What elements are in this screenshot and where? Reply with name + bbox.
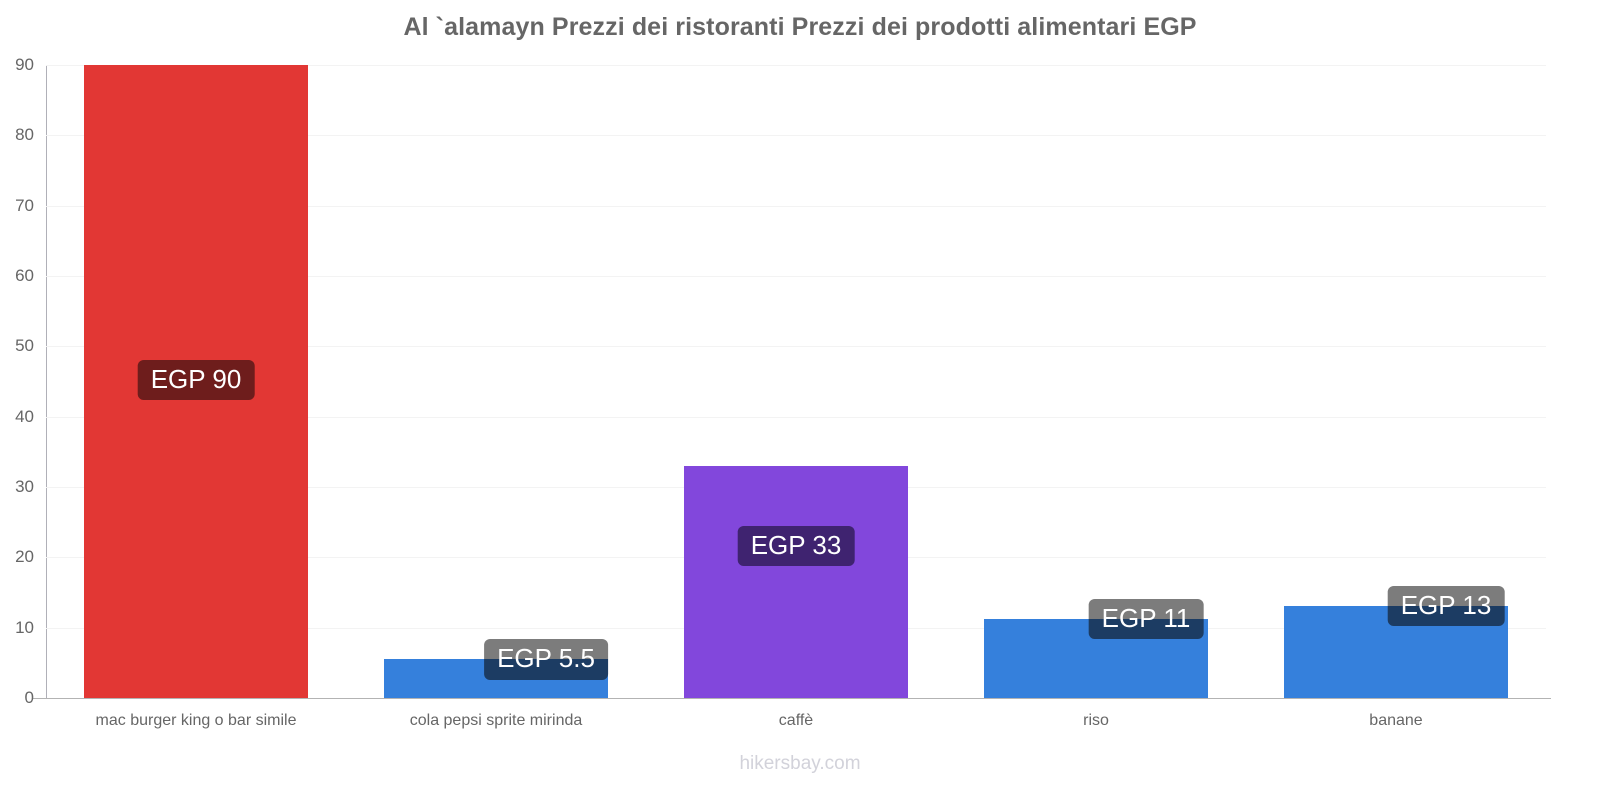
plot-area: EGP 90 EGP 5.5 EGP 33 EGP 11 EGP 13 bbox=[46, 65, 1546, 698]
gridline bbox=[46, 416, 1546, 418]
gridline bbox=[46, 65, 1546, 66]
x-axis-tick-label: mac burger king o bar simile bbox=[95, 712, 297, 729]
y-axis-tick-label: 0 bbox=[24, 688, 34, 707]
y-axis-line bbox=[46, 65, 47, 699]
y-axis-tick-label: 90 bbox=[15, 55, 34, 74]
watermark: hikersbay.com bbox=[739, 753, 861, 774]
x-axis-line bbox=[33, 698, 1551, 699]
y-axis-tick-label: 80 bbox=[15, 125, 34, 145]
y-axis-tick-label: 60 bbox=[15, 266, 34, 285]
y-axis-tick-label: 20 bbox=[15, 547, 34, 567]
x-axis-tick-label: caffè bbox=[778, 712, 814, 729]
y-axis-tick-label: 50 bbox=[15, 336, 34, 356]
y-axis-tick-label: 10 bbox=[15, 617, 34, 637]
y-axis-tick-label: 70 bbox=[15, 195, 34, 215]
bar-value-label: EGP 13 bbox=[1387, 585, 1505, 627]
gridline bbox=[46, 276, 1546, 277]
bar-value-label: EGP 90 bbox=[137, 359, 255, 400]
gridline bbox=[46, 135, 1546, 137]
gridline bbox=[46, 346, 1546, 348]
x-axis-tick-label: cola pepsi sprite mirinda bbox=[409, 712, 583, 729]
chart-title: Al `alamayn Prezzi dei ristoranti Prezzi… bbox=[403, 13, 1197, 41]
x-axis-tick-label: riso bbox=[1083, 712, 1109, 729]
bar[interactable] bbox=[684, 465, 908, 698]
y-axis-tick-label: 30 bbox=[15, 477, 34, 496]
bar-value-label: EGP 33 bbox=[737, 525, 855, 567]
bar-value-label: EGP 5.5 bbox=[484, 639, 608, 680]
bar-value-label: EGP 11 bbox=[1088, 598, 1204, 639]
gridline bbox=[46, 205, 1546, 207]
y-axis-tick-label: 40 bbox=[15, 406, 34, 426]
x-axis-tick-label: banane bbox=[1369, 712, 1423, 729]
